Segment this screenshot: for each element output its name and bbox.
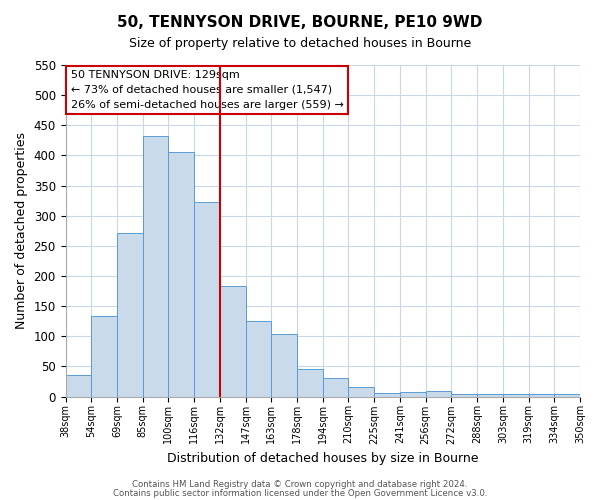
Bar <box>220 286 245 397</box>
Text: Contains HM Land Registry data © Crown copyright and database right 2024.: Contains HM Land Registry data © Crown c… <box>132 480 468 489</box>
Bar <box>117 232 143 396</box>
Text: 50, TENNYSON DRIVE, BOURNE, PE10 9WD: 50, TENNYSON DRIVE, BOURNE, PE10 9WD <box>118 15 482 30</box>
Bar <box>65 376 91 396</box>
Bar <box>349 388 374 396</box>
Bar <box>245 320 271 396</box>
Bar <box>91 316 117 396</box>
Bar <box>297 369 323 396</box>
Bar <box>451 394 477 396</box>
Bar <box>529 394 554 396</box>
Text: Contains public sector information licensed under the Open Government Licence v3: Contains public sector information licen… <box>113 488 487 498</box>
Bar <box>271 334 297 396</box>
Bar <box>503 394 529 396</box>
Bar <box>554 394 580 396</box>
Bar <box>169 152 194 396</box>
Bar <box>400 392 425 396</box>
Bar <box>323 378 349 396</box>
Bar <box>194 202 220 396</box>
Bar <box>143 136 169 396</box>
Bar <box>374 393 400 396</box>
Bar <box>425 390 451 396</box>
X-axis label: Distribution of detached houses by size in Bourne: Distribution of detached houses by size … <box>167 452 479 465</box>
Text: 50 TENNYSON DRIVE: 129sqm
← 73% of detached houses are smaller (1,547)
26% of se: 50 TENNYSON DRIVE: 129sqm ← 73% of detac… <box>71 70 344 110</box>
Text: Size of property relative to detached houses in Bourne: Size of property relative to detached ho… <box>129 38 471 51</box>
Bar <box>477 394 503 396</box>
Y-axis label: Number of detached properties: Number of detached properties <box>15 132 28 330</box>
